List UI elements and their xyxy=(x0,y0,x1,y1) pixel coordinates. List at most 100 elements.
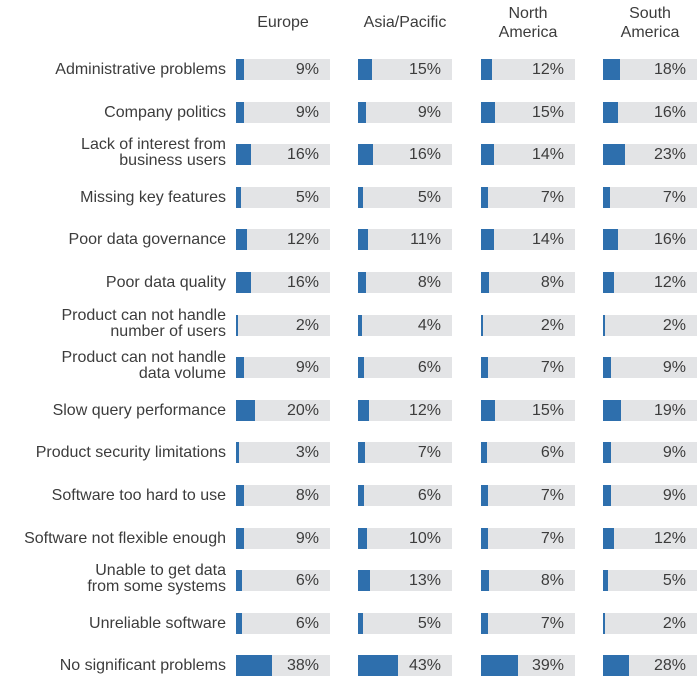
bar-track: 28% xyxy=(603,655,697,677)
data-label: 43% xyxy=(408,657,441,675)
bar-track: 6% xyxy=(236,612,330,634)
bar-track: 7% xyxy=(481,357,575,379)
bar xyxy=(236,442,239,464)
data-label: 5% xyxy=(662,572,686,590)
bar-track: 12% xyxy=(481,59,575,80)
bar-track: 9% xyxy=(358,101,452,123)
bar-track: 2% xyxy=(603,314,697,336)
bar xyxy=(236,485,244,506)
bar-track: 13% xyxy=(358,570,452,592)
data-label: 6% xyxy=(540,444,564,462)
bar xyxy=(603,272,615,293)
bar xyxy=(236,655,272,677)
data-label: 6% xyxy=(417,359,441,377)
bar xyxy=(236,144,252,166)
bar-track: 7% xyxy=(481,186,575,208)
bar-track: 14% xyxy=(481,144,575,166)
data-label: 19% xyxy=(653,401,686,419)
bar xyxy=(358,655,399,677)
data-label: 5% xyxy=(295,188,319,206)
data-label: 9% xyxy=(295,529,319,547)
bar-track: 19% xyxy=(603,399,697,421)
bar xyxy=(603,612,605,634)
bar-track: 7% xyxy=(481,527,575,549)
bar xyxy=(481,144,495,166)
column-header: North America xyxy=(498,5,558,41)
data-label: 7% xyxy=(540,487,564,504)
row-label: Administrative problems xyxy=(55,61,226,78)
bar xyxy=(236,272,252,293)
bar-track: 8% xyxy=(358,272,452,293)
data-label: 16% xyxy=(286,146,319,164)
bar-track: 10% xyxy=(358,527,452,549)
bar-track: 7% xyxy=(603,186,697,208)
bar xyxy=(236,612,242,634)
data-label: 5% xyxy=(417,188,441,206)
bar xyxy=(236,186,241,208)
row-label: Product can not handle number of users xyxy=(61,306,226,340)
bar-track: 11% xyxy=(358,229,452,251)
bar-track: 14% xyxy=(481,229,575,251)
row-label: Unable to get data from some systems xyxy=(87,562,226,596)
bar xyxy=(603,442,612,464)
bar xyxy=(358,186,363,208)
bar-track: 18% xyxy=(603,59,697,80)
bar xyxy=(236,229,248,251)
data-label: 7% xyxy=(540,188,564,206)
bar-track: 12% xyxy=(603,272,697,293)
row-label: No significant problems xyxy=(59,657,226,675)
bar-track: 2% xyxy=(236,314,330,336)
bar xyxy=(481,570,489,592)
data-label: 7% xyxy=(662,188,686,206)
bar xyxy=(358,272,366,293)
data-label: 15% xyxy=(408,61,441,78)
bar-track: 15% xyxy=(481,399,575,421)
row-label: Product can not handle data volume xyxy=(61,349,226,383)
data-label: 12% xyxy=(531,61,564,78)
bar-track: 6% xyxy=(236,570,330,592)
bar xyxy=(481,357,488,379)
data-label: 9% xyxy=(662,444,686,462)
data-label: 10% xyxy=(408,529,441,547)
bar-track: 9% xyxy=(236,59,330,80)
data-label: 2% xyxy=(662,614,686,632)
bar xyxy=(236,59,245,80)
bar-track: 9% xyxy=(603,485,697,506)
bar-track: 6% xyxy=(358,485,452,506)
bar-track: 12% xyxy=(358,399,452,421)
bar-track: 23% xyxy=(603,144,697,166)
bar-track: 7% xyxy=(481,612,575,634)
data-label: 2% xyxy=(295,316,319,334)
row-label: Poor data governance xyxy=(68,231,226,249)
data-label: 8% xyxy=(540,274,564,291)
data-label: 23% xyxy=(653,146,686,164)
bar-track: 16% xyxy=(358,144,452,166)
data-label: 20% xyxy=(286,401,319,419)
bar xyxy=(603,527,615,549)
bar xyxy=(481,314,483,336)
data-label: 7% xyxy=(540,614,564,632)
bar-track: 4% xyxy=(358,314,452,336)
data-label: 9% xyxy=(295,61,319,78)
data-label: 8% xyxy=(417,274,441,291)
bar xyxy=(358,485,364,506)
bar xyxy=(603,229,619,251)
bar xyxy=(358,399,370,421)
bar xyxy=(358,570,371,592)
row-label: Software not flexible enough xyxy=(24,529,226,547)
bar-track: 8% xyxy=(481,570,575,592)
bar xyxy=(603,314,605,336)
data-label: 18% xyxy=(653,61,686,78)
bar xyxy=(358,101,367,123)
data-label: 14% xyxy=(531,231,564,249)
bar-track: 15% xyxy=(481,101,575,123)
data-label: 16% xyxy=(653,103,686,121)
data-label: 12% xyxy=(286,231,319,249)
bar-track: 12% xyxy=(236,229,330,251)
data-label: 6% xyxy=(417,487,441,504)
data-label: 5% xyxy=(417,614,441,632)
bar xyxy=(481,272,489,293)
bar xyxy=(603,357,612,379)
bar xyxy=(358,357,364,379)
